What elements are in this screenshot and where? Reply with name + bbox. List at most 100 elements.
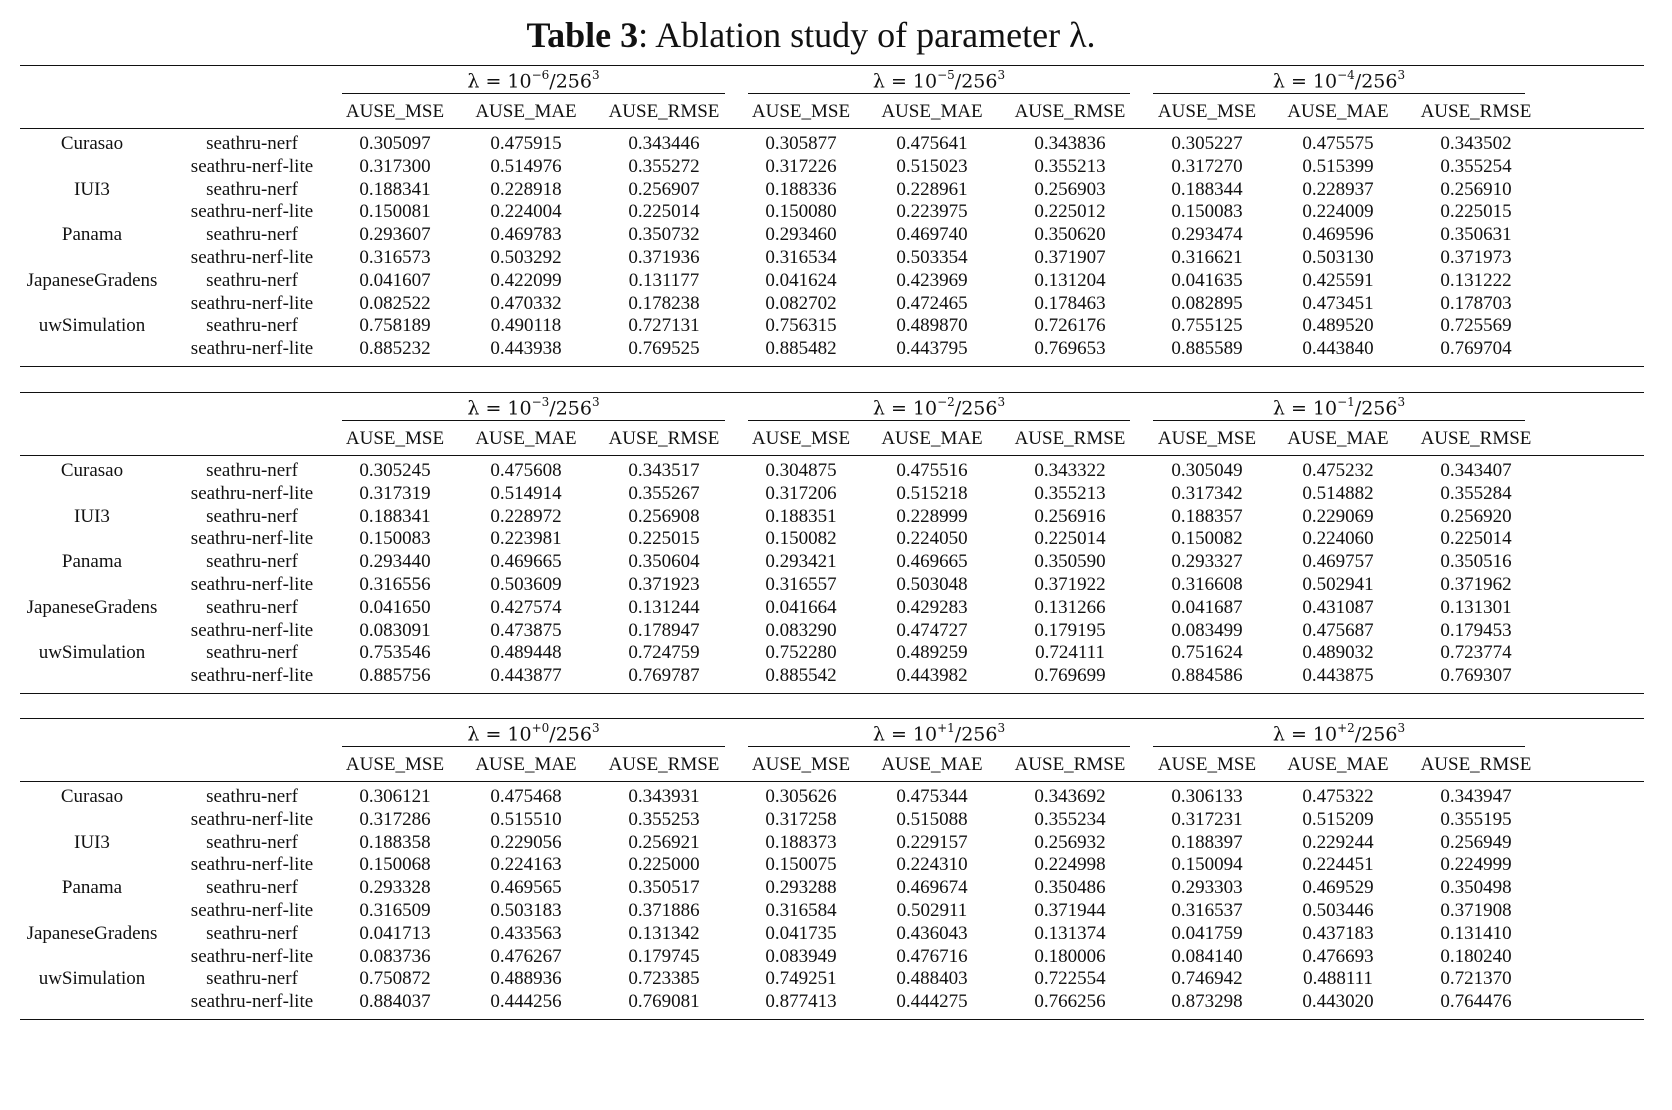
bottom-rule [20, 366, 1644, 367]
table-cell: 0.431087 [1302, 596, 1374, 618]
table-cell: 0.489448 [490, 642, 562, 664]
table-cell: 0.224310 [896, 854, 968, 876]
dataset-name: IUI3 [74, 505, 110, 527]
metric-header: AUSE_MSE [751, 101, 851, 122]
metric-header: AUSE_MSE [751, 754, 851, 775]
table-cell: 0.425591 [1302, 269, 1374, 291]
table-cell: 0.082522 [359, 292, 431, 314]
table-cell: 0.131374 [1034, 922, 1106, 944]
method-name: seathru-nerf-lite [190, 665, 314, 687]
table-cell: 0.489520 [1302, 315, 1374, 337]
table-cell: 0.343502 [1440, 133, 1512, 154]
dataset-name: JapaneseGradens [26, 269, 158, 291]
table-cell: 0.724111 [1035, 642, 1105, 664]
table-cell: 0.475575 [1302, 133, 1374, 154]
table-cell: 0.083091 [359, 619, 431, 641]
table-cell: 0.150080 [765, 201, 837, 223]
table-cell: 0.223981 [490, 528, 562, 550]
group-underline [1153, 746, 1525, 747]
table-cell: 0.317206 [765, 482, 837, 504]
table-cell: 0.293607 [359, 224, 431, 246]
lambda-denominator: /256 [954, 723, 998, 746]
table-cell: 0.350631 [1440, 224, 1512, 246]
table-panel: λ = 10−6/2563 λ = 10−5/2563 λ = 10−4/2563 A… [20, 65, 1644, 372]
table-cell: 0.443020 [1302, 991, 1374, 1013]
table-cell: 0.306133 [1171, 786, 1243, 807]
metric-header: AUSE_MAE [881, 754, 983, 775]
table-cell: 0.885542 [765, 665, 837, 687]
lambda-exponent: +2 [1337, 721, 1355, 735]
table-cell: 0.131301 [1440, 596, 1512, 618]
lambda-base: λ = 10 [467, 723, 532, 746]
table-row: Panama seathru-nerf 0.293607 0.469783 0.3507… [20, 224, 1644, 248]
group-underline [1153, 420, 1525, 421]
table-cell: 0.225015 [1440, 201, 1512, 223]
table-cell: 0.503446 [1302, 900, 1374, 921]
table-cell: 0.475468 [490, 786, 562, 807]
table-cell: 0.083736 [359, 945, 431, 967]
table-cell: 0.256920 [1440, 505, 1512, 527]
table-cell: 0.355254 [1440, 155, 1512, 177]
lambda-denominator-exponent: 3 [1397, 68, 1406, 82]
group-underline [748, 420, 1130, 421]
table-cell: 0.503130 [1302, 247, 1374, 268]
metric-header: AUSE_MSE [751, 428, 851, 449]
table-cell: 0.225000 [628, 854, 700, 876]
table-cell: 0.224999 [1440, 854, 1512, 876]
metric-header: AUSE_MAE [475, 428, 577, 449]
table-cell: 0.343446 [628, 133, 700, 154]
group-underline [342, 93, 725, 94]
table-cell: 0.469757 [1302, 551, 1374, 573]
table-row: seathru-nerf-lite 0.150081 0.224004 0.22501… [20, 201, 1644, 225]
lambda-base: λ = 10 [467, 70, 532, 93]
table-cell: 0.317286 [359, 808, 431, 830]
table-cell: 0.343407 [1440, 460, 1512, 481]
table-cell: 0.769307 [1440, 665, 1512, 687]
table-cell: 0.188357 [1171, 505, 1243, 527]
table-cell: 0.371922 [1034, 574, 1106, 595]
table-cell: 0.371886 [628, 900, 700, 921]
method-name: seathru-nerf-lite [190, 808, 314, 830]
table-row: Curasao seathru-nerf 0.305097 0.475915 0.343… [20, 133, 1644, 157]
table-row: JapaneseGradens seathru-nerf 0.041607 0.422… [20, 270, 1644, 294]
table-cell: 0.769704 [1440, 338, 1512, 360]
table-cell: 0.443795 [896, 338, 968, 360]
group-underline [342, 420, 725, 421]
table-cell: 0.476267 [490, 945, 562, 967]
metric-header: AUSE_MAE [1287, 101, 1389, 122]
table-cell: 0.228961 [896, 178, 968, 200]
lambda-denominator-exponent: 3 [997, 395, 1006, 409]
dataset-name: IUI3 [74, 831, 110, 853]
table-cell: 0.469740 [896, 224, 968, 246]
table-cell: 0.041624 [765, 269, 837, 291]
table-cell: 0.041713 [359, 922, 431, 944]
lambda-denominator: /256 [954, 70, 998, 93]
table-cell: 0.350604 [628, 551, 700, 573]
dataset-name: Curasao [60, 133, 124, 154]
dataset-name: Curasao [60, 460, 124, 481]
table-cell: 0.317319 [359, 482, 431, 504]
table-cell: 0.224451 [1302, 854, 1374, 876]
table-cell: 0.343517 [628, 460, 700, 481]
table-row: seathru-nerf-lite 0.317286 0.515510 0.35525… [20, 809, 1644, 833]
top-rule [20, 718, 1644, 719]
metric-header: AUSE_MAE [475, 101, 577, 122]
table-row: seathru-nerf-lite 0.885232 0.443938 0.76952… [20, 338, 1644, 362]
table-cell: 0.293303 [1171, 877, 1243, 899]
table-cell: 0.476693 [1302, 945, 1374, 967]
table-cell: 0.224060 [1302, 528, 1374, 550]
table-cell: 0.131204 [1034, 269, 1106, 291]
lambda-denominator: /256 [1354, 397, 1398, 420]
table-cell: 0.041687 [1171, 596, 1243, 618]
table-cell: 0.355195 [1440, 808, 1512, 830]
table-cell: 0.371944 [1034, 900, 1106, 921]
table-cell: 0.475516 [896, 460, 968, 481]
table-cell: 0.355213 [1034, 155, 1106, 177]
table-cell: 0.256910 [1440, 178, 1512, 200]
table-cell: 0.750872 [359, 968, 431, 990]
table-cell: 0.305877 [765, 133, 837, 154]
table-row: uwSimulation seathru-nerf 0.750872 0.488936… [20, 968, 1644, 992]
table-cell: 0.317258 [765, 808, 837, 830]
lambda-denominator: /256 [549, 70, 592, 93]
table-cell: 0.766256 [1034, 991, 1106, 1013]
